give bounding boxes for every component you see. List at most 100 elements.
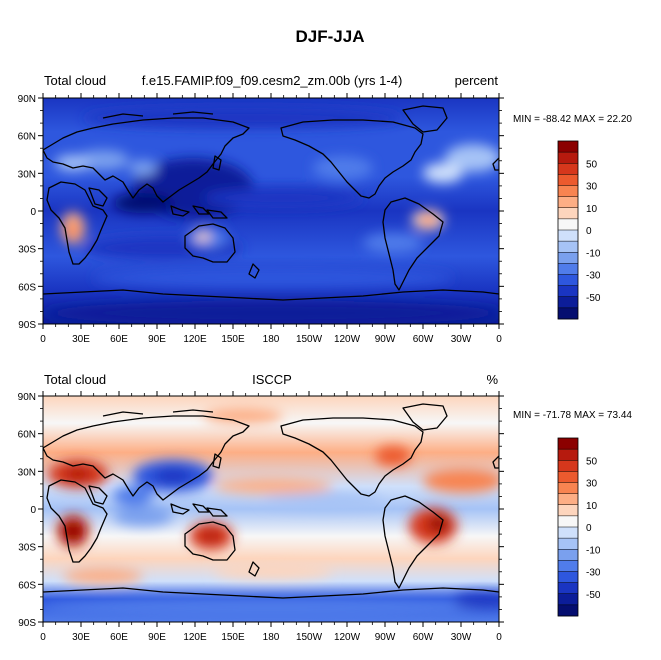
colorbar-swatch (558, 538, 578, 550)
lon-tick-label: 180 (263, 632, 280, 643)
colorbar: 50 30 10 0 -10 -30 -50 (557, 140, 601, 320)
lat-tick-label: 90N (18, 94, 36, 105)
colorbar-swatch (558, 141, 578, 153)
colorbar-label: 10 (586, 501, 598, 512)
lon-tick-label: 0 (496, 632, 502, 643)
colorbar-label: 0 (586, 523, 592, 534)
panel-center-label: f.e15.FAMIP.f09_f09.cesm2_zm.00b (yrs 1-… (142, 73, 403, 88)
lat-tick-label: 60S (18, 282, 36, 293)
latitude-axis: 90N 60N 30N 0 30S 60S 90S (18, 94, 504, 331)
lon-tick-label: 30E (72, 334, 90, 345)
lon-tick-label: 120W (334, 632, 361, 643)
panel-center-label: ISCCP (252, 372, 292, 387)
colorbar-label: -50 (586, 293, 601, 304)
colorbar-swatch (558, 274, 578, 286)
lon-tick-label: 120W (334, 334, 361, 345)
min-max-stats: MIN = -71.78 MAX = 73.44 (513, 410, 632, 421)
lon-tick-label: 60W (413, 632, 434, 643)
isccp-panel: Total cloud ISCCP % (18, 372, 633, 643)
lon-tick-label: 90E (148, 334, 166, 345)
lat-tick-label: 30S (18, 543, 36, 554)
lon-tick-label: 30W (451, 632, 472, 643)
colorbar-swatch (558, 207, 578, 220)
colorbar-swatch (558, 549, 578, 561)
colorbar-swatch (558, 504, 578, 517)
lat-tick-label: 90S (18, 618, 36, 629)
colorbar-label: -30 (586, 568, 601, 579)
colorbar-label: 30 (586, 479, 598, 490)
lon-tick-label: 90E (148, 632, 166, 643)
lat-tick-label: 90N (18, 392, 36, 403)
colorbar: 50 30 10 0 -10 -30 -50 (557, 437, 601, 617)
colorbar-label: 10 (586, 204, 598, 215)
colorbar-swatch (558, 515, 578, 528)
longitude-axis: 0 30E 60E 90E 120E 150E 180 150W 120W 90W 60W 30W 0 (40, 93, 502, 345)
colorbar-swatch (558, 163, 578, 175)
colorbar-frame (557, 140, 579, 320)
longitude-axis: 0 30E 60E 90E 120E 150E 180 150W 120W 90W 60W 30W 0 (40, 391, 502, 643)
contour-field (43, 396, 499, 622)
lon-tick-label: 120E (183, 334, 207, 345)
lon-tick-label: 150W (296, 334, 323, 345)
colorbar-swatch (558, 493, 578, 506)
colorbar-swatch (558, 582, 578, 595)
colorbar-swatch (558, 196, 578, 209)
colorbar-swatch (558, 230, 578, 242)
contour-field (43, 98, 499, 324)
colorbar-label: 50 (586, 159, 598, 170)
colorbar-swatch (558, 460, 578, 472)
panel-left-label: Total cloud (44, 372, 106, 387)
lon-tick-label: 60E (110, 334, 128, 345)
colorbar-swatch (558, 241, 578, 253)
lon-tick-label: 150E (221, 334, 245, 345)
colorbar-swatch (558, 438, 578, 450)
colorbar-label: 50 (586, 456, 598, 467)
colorbar-label: 0 (586, 226, 592, 237)
colorbar-swatch (558, 263, 578, 275)
colorbar-swatch (558, 604, 578, 617)
colorbar-label: -30 (586, 271, 601, 282)
lon-tick-label: 60E (110, 632, 128, 643)
lat-tick-label: 60N (18, 132, 36, 143)
latitude-axis: 90N 60N 30N 0 30S 60S 90S (18, 392, 504, 629)
lat-tick-label: 30S (18, 245, 36, 256)
colorbar-swatch (558, 593, 578, 606)
lat-tick-label: 0 (30, 207, 36, 218)
lon-tick-label: 150W (296, 632, 323, 643)
colorbar-swatch (558, 307, 578, 320)
min-max-stats: MIN = -88.42 MAX = 22.20 (513, 114, 632, 125)
colorbar-swatch (558, 296, 578, 309)
colorbar-label: -10 (586, 545, 601, 556)
colorbar-frame (557, 437, 579, 617)
colorbar-swatch (558, 527, 578, 539)
colorbar-swatch (558, 482, 578, 494)
lat-tick-label: 60N (18, 430, 36, 441)
lat-tick-label: 0 (30, 505, 36, 516)
lon-tick-label: 0 (40, 632, 46, 643)
lon-tick-label: 120E (183, 632, 207, 643)
lon-tick-label: 180 (263, 334, 280, 345)
lat-tick-label: 30N (18, 169, 36, 180)
lat-tick-label: 60S (18, 580, 36, 591)
lon-tick-label: 30E (72, 632, 90, 643)
panel-right-label: % (486, 372, 498, 387)
colorbar-swatch (558, 174, 578, 186)
colorbar-swatch (558, 449, 578, 461)
colorbar-label: 30 (586, 182, 598, 193)
lon-tick-label: 30W (451, 334, 472, 345)
colorbar-label: -50 (586, 590, 601, 601)
lon-tick-label: 60W (413, 334, 434, 345)
lon-tick-label: 0 (40, 334, 46, 345)
panel-right-label: percent (455, 73, 499, 88)
model-panel: Total cloud f.e15.FAMIP.f09_f09.cesm2_zm… (18, 73, 633, 345)
colorbar-swatch (558, 560, 578, 572)
colorbar-label: -10 (586, 248, 601, 259)
colorbar-swatch (558, 471, 578, 483)
lon-tick-label: 0 (496, 334, 502, 345)
panel-left-label: Total cloud (44, 73, 106, 88)
lon-tick-label: 90W (375, 334, 396, 345)
lon-tick-label: 150E (221, 632, 245, 643)
figure-title: DJF-JJA (296, 27, 365, 46)
colorbar-swatch (558, 252, 578, 264)
